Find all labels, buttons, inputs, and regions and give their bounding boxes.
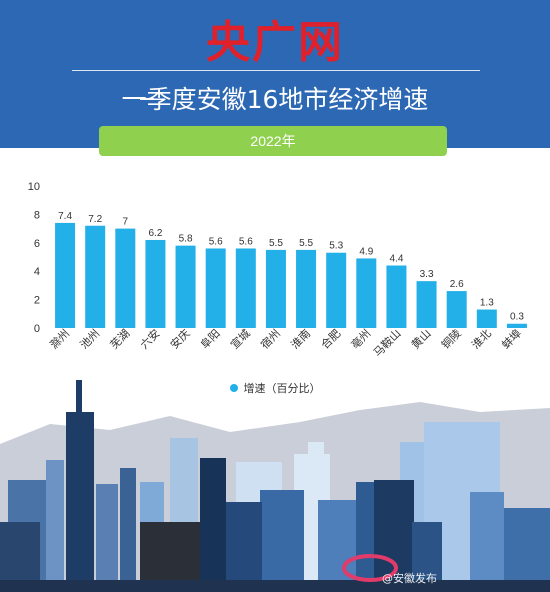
building bbox=[0, 522, 40, 588]
year-badge: 2022年 bbox=[99, 126, 447, 156]
building bbox=[412, 522, 442, 588]
data-label: 5.5 bbox=[299, 238, 313, 249]
title-divider bbox=[72, 70, 480, 71]
y-tick-label: 2 bbox=[34, 295, 40, 307]
x-tick-label: 淮北 bbox=[469, 327, 494, 352]
data-label: 1.3 bbox=[480, 298, 494, 309]
bar bbox=[506, 323, 527, 328]
x-tick-label: 黄山 bbox=[408, 326, 433, 351]
city-skyline-illustration bbox=[0, 380, 550, 592]
x-tick-label: 芜湖 bbox=[107, 326, 132, 351]
data-label: 4.9 bbox=[359, 246, 373, 257]
bar bbox=[205, 248, 226, 328]
data-label: 7.2 bbox=[88, 214, 102, 225]
x-tick-label: 滁州 bbox=[47, 326, 72, 351]
building bbox=[470, 492, 504, 588]
x-tick-label: 马鞍山 bbox=[370, 326, 403, 359]
x-tick-label: 合肥 bbox=[318, 326, 343, 351]
bar bbox=[265, 249, 286, 328]
tower-spire bbox=[76, 380, 82, 414]
x-tick-label: 亳州 bbox=[348, 326, 373, 351]
bar bbox=[296, 249, 317, 328]
data-label: 7 bbox=[123, 217, 129, 228]
tower bbox=[66, 412, 94, 588]
brand-logo: 央广网 bbox=[206, 17, 344, 68]
building bbox=[260, 490, 304, 588]
header-banner: 央广网 一季度安徽16地市经济增速 bbox=[0, 0, 550, 148]
legend-label: 增速（百分比） bbox=[243, 382, 321, 395]
x-tick-label: 铜陵 bbox=[438, 326, 463, 351]
chart-title: 一季度安徽16地市经济增速 bbox=[121, 85, 429, 114]
bar bbox=[55, 222, 76, 328]
bar bbox=[476, 309, 497, 328]
bar bbox=[115, 228, 136, 328]
bar bbox=[175, 245, 196, 328]
x-tick-label: 安庆 bbox=[167, 326, 192, 351]
building bbox=[120, 468, 136, 588]
bar bbox=[145, 239, 166, 328]
bar bbox=[416, 281, 437, 328]
y-tick-label: 10 bbox=[28, 181, 40, 193]
data-label: 5.6 bbox=[209, 236, 223, 247]
data-label: 6.2 bbox=[148, 228, 162, 239]
data-label: 2.6 bbox=[450, 279, 464, 290]
building bbox=[308, 442, 324, 462]
building bbox=[226, 502, 262, 588]
legend-swatch bbox=[229, 384, 238, 392]
x-tick-label: 宣城 bbox=[227, 326, 252, 351]
building bbox=[318, 500, 358, 588]
x-tick-label: 阜阳 bbox=[198, 327, 223, 352]
bar bbox=[326, 252, 347, 328]
bar bbox=[235, 248, 256, 328]
y-tick-label: 0 bbox=[34, 323, 40, 335]
bar-chart: 0 2 4 6 8 10 7.4 滁州 7.2 池州 7 芜湖 6.2 六安 5.8 安庆 5.6 阜阳 5.6 宣城… bbox=[0, 172, 550, 372]
y-tick-label: 6 bbox=[34, 238, 40, 250]
bar bbox=[386, 265, 407, 328]
data-label: 5.5 bbox=[269, 238, 283, 249]
chart-legend: 增速（百分比） bbox=[0, 380, 550, 396]
building bbox=[200, 458, 226, 588]
data-label: 7.4 bbox=[58, 211, 72, 222]
bar bbox=[446, 291, 467, 328]
x-tick-label: 宿州 bbox=[258, 326, 283, 351]
bar bbox=[85, 225, 106, 328]
x-tick-label: 六安 bbox=[137, 326, 162, 351]
watermark-logo bbox=[342, 554, 398, 582]
data-label: 3.3 bbox=[420, 269, 434, 280]
x-tick-label: 蚌埠 bbox=[499, 326, 524, 351]
x-tick-label: 池州 bbox=[78, 327, 103, 352]
y-tick-label: 4 bbox=[34, 266, 40, 278]
building bbox=[96, 484, 118, 588]
bar-chart-svg: 0 2 4 6 8 10 7.4 滁州 7.2 池州 7 芜湖 6.2 六安 5.8 安庆 5.6 阜阳 5.6 宣城… bbox=[28, 181, 527, 359]
data-label: 5.6 bbox=[239, 236, 253, 247]
building bbox=[140, 522, 200, 588]
ground bbox=[0, 580, 550, 592]
x-tick-label: 淮南 bbox=[288, 327, 313, 352]
building bbox=[46, 460, 64, 588]
data-label: 4.4 bbox=[389, 254, 403, 265]
data-label: 5.8 bbox=[179, 234, 193, 245]
data-label: 5.3 bbox=[329, 241, 343, 252]
building bbox=[504, 508, 550, 588]
title-dash-decoration bbox=[140, 98, 154, 100]
bar bbox=[356, 258, 377, 328]
y-tick-label: 8 bbox=[34, 209, 40, 221]
data-label: 0.3 bbox=[510, 312, 524, 323]
source-watermark: @安徽发布 bbox=[382, 572, 437, 585]
